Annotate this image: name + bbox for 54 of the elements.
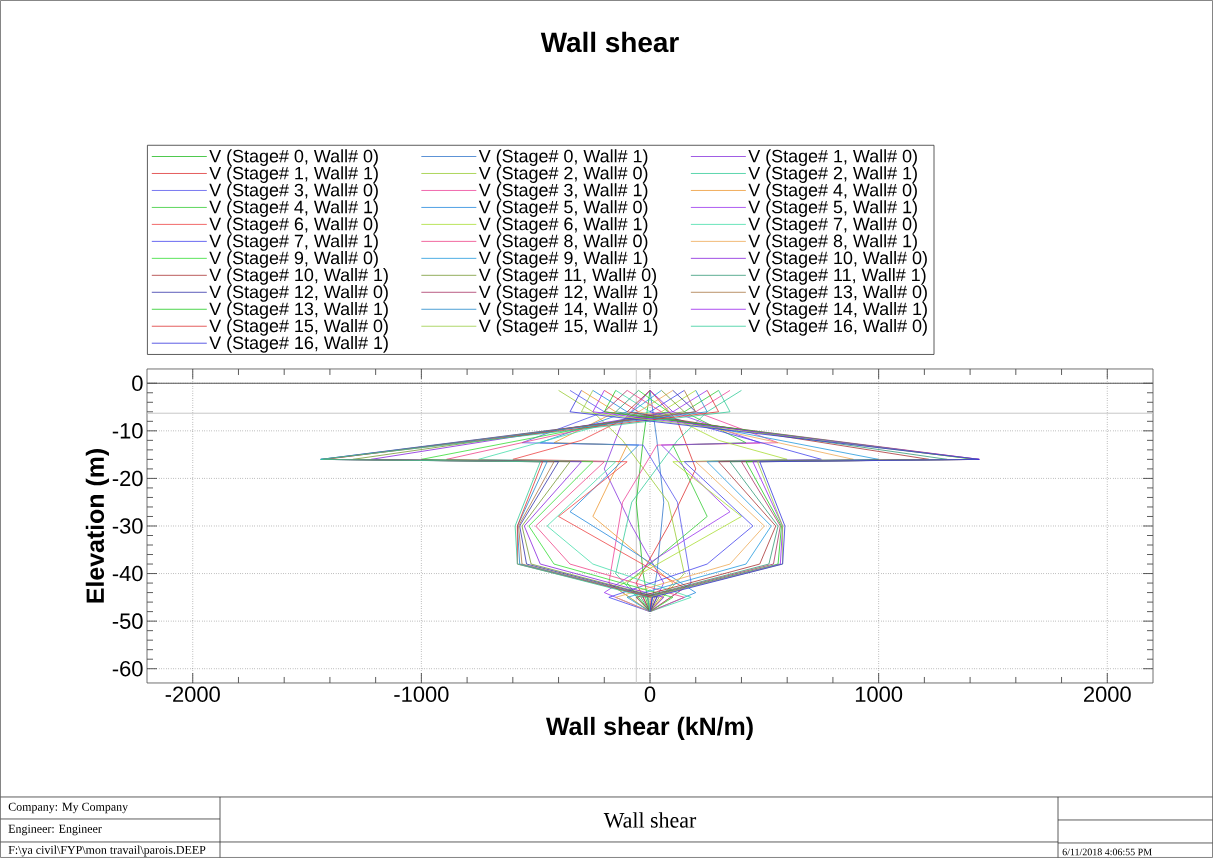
- chart-title: Wall shear: [540, 31, 679, 53]
- text: Engineer: Engineer: [8, 824, 102, 836]
- legend-label: V (Stage# 1, Wall# 1): [209, 166, 378, 183]
- legend-label: V (Stage# 9, Wall# 1): [478, 251, 648, 268]
- legend-label: V (Stage# 16, Wall# 0): [748, 318, 927, 336]
- legend-label: V (Stage# 6, Wall# 0): [209, 217, 378, 234]
- legend-label: V (Stage# 5, Wall# 0): [478, 200, 648, 217]
- legend-label: V (Stage# 2, Wall# 0): [478, 166, 648, 183]
- text: Company: My Company: [8, 802, 129, 814]
- legend-label: V (Stage# 13, Wall# 1): [209, 302, 388, 319]
- legend-label: V (Stage# 14, Wall# 0): [478, 302, 658, 319]
- legend-label: V (Stage# 5, Wall# 1): [748, 200, 917, 217]
- legend-label: V (Stage# 16, Wall# 1): [209, 335, 388, 353]
- y-tick-label: -60: [112, 660, 143, 677]
- x-tick-label: -1000: [394, 686, 449, 703]
- x-tick-label: 0: [644, 686, 656, 703]
- legend-label: V (Stage# 10, Wall# 0): [748, 251, 927, 268]
- x-axis-title: Wall shear (kN/m): [546, 716, 753, 741]
- legend-label: V (Stage# 9, Wall# 0): [209, 251, 378, 268]
- x-tick-label: 1000: [855, 686, 903, 703]
- y-tick-label: -30: [112, 518, 143, 534]
- y-tick-label: -50: [112, 613, 143, 629]
- legend-label: V (Stage# 8, Wall# 1): [748, 234, 917, 251]
- legend-label: V (Stage# 12, Wall# 1): [478, 285, 658, 302]
- legend-label: V (Stage# 12, Wall# 0): [209, 285, 388, 302]
- text: F:\ya civil\FYP\mon travail\parois.DEEP: [8, 845, 206, 857]
- legend-label: V (Stage# 6, Wall# 1): [478, 217, 648, 234]
- x-tick-label: -2000: [165, 686, 220, 703]
- legend-label: V (Stage# 10, Wall# 1): [209, 268, 388, 285]
- y-tick-label: 0: [132, 375, 143, 392]
- legend-label: V (Stage# 3, Wall# 0): [209, 183, 378, 200]
- legend-label: V (Stage# 13, Wall# 0): [748, 285, 927, 302]
- y-tick-label: -40: [112, 565, 143, 582]
- legend-label: V (Stage# 0, Wall# 1): [478, 149, 648, 166]
- legend-label: V (Stage# 14, Wall# 1): [748, 302, 927, 319]
- legend-label: V (Stage# 2, Wall# 1): [748, 166, 917, 183]
- text: Wall shear: [603, 812, 697, 828]
- legend-label: V (Stage# 4, Wall# 0): [748, 183, 917, 200]
- legend-label: V (Stage# 8, Wall# 0): [478, 234, 648, 251]
- legend-label: V (Stage# 15, Wall# 0): [209, 318, 388, 336]
- x-tick-label: 2000: [1084, 686, 1131, 703]
- legend-label: V (Stage# 11, Wall# 1): [748, 268, 926, 285]
- legend-label: V (Stage# 15, Wall# 1): [478, 318, 658, 336]
- legend-label: V (Stage# 11, Wall# 0): [478, 268, 656, 285]
- legend-label: V (Stage# 7, Wall# 1): [209, 234, 378, 251]
- legend-label: V (Stage# 7, Wall# 0): [748, 217, 917, 234]
- legend-label: V (Stage# 1, Wall# 0): [748, 149, 917, 166]
- legend-label: V (Stage# 0, Wall# 0): [209, 149, 378, 166]
- y-tick-label: -20: [112, 470, 143, 487]
- text: 6/11/2018 4:06:55 PM: [1062, 848, 1152, 856]
- y-axis-title: Elevation (m): [85, 449, 109, 603]
- legend-label: V (Stage# 3, Wall# 1): [478, 183, 648, 200]
- y-tick-label: -10: [112, 423, 143, 439]
- legend-label: V (Stage# 4, Wall# 1): [209, 200, 378, 217]
